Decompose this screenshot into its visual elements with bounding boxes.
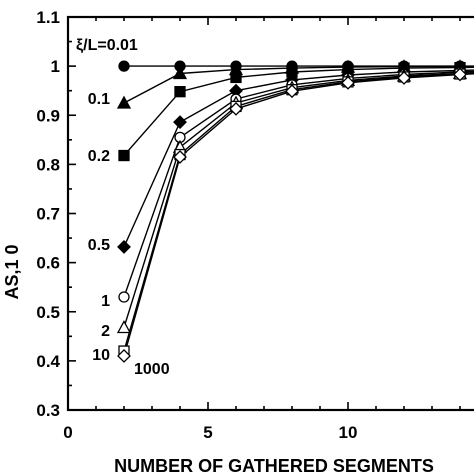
series-labels: ξ/L=0.01 0.1 0.2 0.5 1 2 10 1000 — [76, 37, 170, 378]
y-tick-label: 1 — [51, 57, 60, 76]
x-tick-label: 0 — [63, 423, 72, 442]
tick-labels: 0.3 0.4 0.5 0.6 0.7 0.8 0.9 1 1.1 0 5 10 1 — [36, 8, 358, 442]
x-tick-label: 5 — [203, 423, 212, 442]
data-point — [285, 84, 299, 99]
y-tick-label: 0.5 — [36, 303, 60, 322]
y-tick-label: 0.3 — [36, 401, 60, 420]
y-tick-label: 1.1 — [36, 8, 60, 27]
series-markers — [116, 59, 468, 363]
data-point — [173, 150, 187, 164]
series-label: 0.5 — [88, 237, 110, 254]
plot-frame — [66, 15, 474, 412]
series-line — [123, 66, 474, 156]
series-label: 1 — [101, 293, 110, 310]
data-point — [116, 320, 132, 334]
y-tick-label: 0.8 — [36, 155, 60, 174]
series-label: 2 — [101, 323, 110, 340]
y-tick-label: 0.4 — [36, 352, 60, 371]
x-tick-label: 10 — [339, 423, 358, 442]
data-point — [117, 349, 131, 363]
series-line — [123, 65, 474, 104]
data-point — [173, 115, 187, 130]
series-label: 0.1 — [88, 91, 110, 108]
data-point — [116, 95, 132, 109]
y-tick-label: 0.9 — [36, 106, 60, 125]
data-point — [174, 86, 186, 98]
series-label: 10 — [92, 347, 110, 364]
data-point — [341, 75, 355, 90]
series-line — [123, 70, 474, 298]
series-line — [123, 73, 474, 357]
series-line — [123, 72, 474, 328]
series-line — [123, 72, 474, 352]
y-tick-label: 0.7 — [36, 205, 60, 224]
data-point — [229, 101, 243, 116]
series-line — [123, 69, 474, 248]
series-label: ξ/L=0.01 — [76, 37, 138, 54]
series-label: 0.2 — [88, 148, 110, 165]
data-point — [172, 66, 188, 80]
y-axis-title: AS,1 0 — [2, 244, 22, 299]
series-label: 1000 — [134, 361, 170, 378]
series-lines — [123, 65, 474, 357]
y-tick-label: 0.6 — [36, 254, 60, 273]
data-point — [118, 291, 130, 303]
data-point — [117, 239, 131, 254]
data-point — [453, 67, 467, 82]
data-point — [118, 60, 130, 72]
data-point — [397, 70, 411, 85]
data-point — [230, 71, 242, 84]
data-point — [118, 149, 130, 162]
x-axis-title: NUMBER OF GATHERED SEGMENTS — [114, 456, 434, 474]
